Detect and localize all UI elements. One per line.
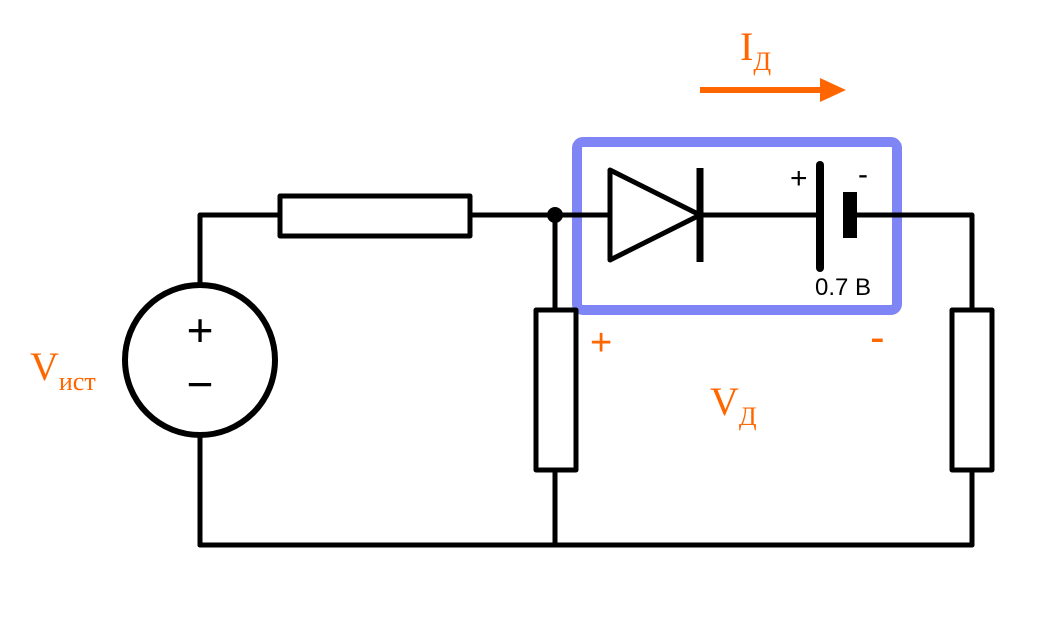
cell-diode-drop: + - 0.7 В (790, 158, 871, 301)
label-vdiode: VД (710, 379, 757, 431)
circuit-diagram: + - 0.7 В + − Vист IД VД + - (0, 0, 1050, 627)
cell-minus-label: - (858, 158, 868, 191)
vd-minus: - (870, 313, 885, 362)
source-plus: + (187, 304, 214, 356)
diode-ideal (610, 168, 700, 262)
label-idiode: IД (740, 24, 771, 76)
resistor-right (952, 310, 992, 470)
wire-source-to-resistor (200, 215, 280, 286)
cell-plus-label: + (790, 162, 808, 195)
resistor-series (280, 196, 470, 236)
resistor-middle (536, 310, 576, 470)
cell-value-label: 0.7 В (815, 274, 871, 301)
current-arrow (700, 78, 846, 102)
source-minus: − (187, 358, 214, 410)
vd-plus: + (590, 322, 612, 364)
label-vsource: Vист (30, 344, 96, 396)
